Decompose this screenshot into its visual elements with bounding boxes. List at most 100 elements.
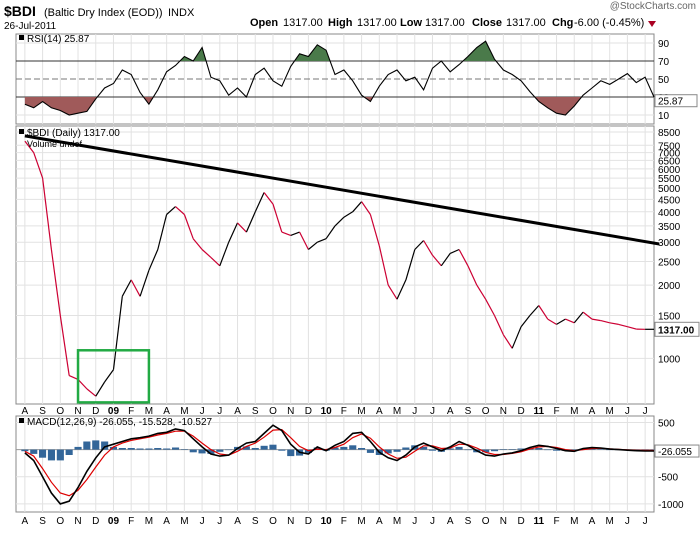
macd-histogram-bar xyxy=(119,448,126,450)
x-axis-month-label: M xyxy=(357,516,365,527)
price-y-tick: 1000 xyxy=(658,354,681,365)
macd-histogram-bar xyxy=(597,449,604,450)
price-subtitle: Volume undef xyxy=(27,139,83,149)
x-axis-month-label: O xyxy=(56,516,64,527)
x-axis-month-label: J xyxy=(643,406,648,417)
price-legend-swatch xyxy=(19,129,24,134)
x-axis-month-label: J xyxy=(430,406,435,417)
macd-histogram-bar xyxy=(429,450,436,451)
macd-histogram-bar xyxy=(57,450,64,461)
chg-value: -6.00 (-0.45%) xyxy=(574,17,644,29)
x-axis-month-label: M xyxy=(145,516,153,527)
x-axis-month-label: S xyxy=(39,516,46,527)
x-axis-month-label: J xyxy=(217,516,222,527)
x-axis-month-label: N xyxy=(287,516,294,527)
open-value: 1317.00 xyxy=(283,17,323,29)
price-y-tick: 8500 xyxy=(658,128,681,139)
macd-y-tick: -1000 xyxy=(658,500,684,511)
x-axis-month-label: D xyxy=(517,516,524,527)
price-y-tick: 3000 xyxy=(658,238,681,249)
x-axis-month-label: M xyxy=(570,516,578,527)
x-axis-month-label: F xyxy=(553,406,559,417)
price-y-tick: 2000 xyxy=(658,281,681,292)
x-axis-month-label: J xyxy=(625,516,630,527)
macd-histogram-bar xyxy=(75,447,82,450)
high-value: 1317.00 xyxy=(357,17,397,29)
x-axis-month-label: O xyxy=(482,516,490,527)
x-axis-month-label: 11 xyxy=(534,406,545,417)
x-axis-month-label: A xyxy=(589,516,596,527)
x-axis-month-label: F xyxy=(341,406,347,417)
x-axis-month-label: A xyxy=(22,406,29,417)
x-axis-month-label: D xyxy=(92,406,99,417)
macd-histogram-bar xyxy=(30,450,37,454)
symbol-exchange: INDX xyxy=(168,7,195,19)
macd-histogram-bar xyxy=(216,450,223,452)
macd-histogram-bar xyxy=(340,447,347,450)
macd-histogram-bar xyxy=(500,449,507,450)
chg-down-arrow-icon xyxy=(648,21,656,27)
open-label: Open xyxy=(250,17,278,29)
x-axis-month-label: A xyxy=(163,406,170,417)
high-label: High xyxy=(328,17,353,29)
macd-histogram-bar xyxy=(252,448,259,450)
low-label: Low xyxy=(400,17,422,29)
macd-histogram-bar xyxy=(181,449,188,450)
x-axis-month-label: D xyxy=(305,406,312,417)
macd-histogram-bar xyxy=(278,450,285,451)
price-title: $BDI (Daily) 1317.00 xyxy=(27,128,120,139)
rsi-title: RSI(14) 25.87 xyxy=(27,34,90,45)
x-axis-month-label: D xyxy=(92,516,99,527)
x-axis-month-label: N xyxy=(74,406,81,417)
macd-histogram-bar xyxy=(367,450,374,453)
macd-last-value: -26.055 xyxy=(658,447,692,458)
macd-histogram-bar xyxy=(287,450,294,457)
x-axis-month-label: J xyxy=(412,516,417,527)
price-last-value: 1317.00 xyxy=(658,325,695,336)
macd-histogram-bar xyxy=(190,450,197,453)
x-axis-month-label: A xyxy=(589,406,596,417)
macd-histogram-bar xyxy=(199,450,206,454)
x-axis-month-label: A xyxy=(22,516,29,527)
x-axis-month-label: A xyxy=(234,406,241,417)
x-axis-month-label: 10 xyxy=(321,516,333,527)
macd-title: MACD(12,26,9) -26.055, -15.528, -10.527 xyxy=(27,417,213,428)
x-axis-month-label: F xyxy=(341,516,347,527)
rsi-legend-swatch xyxy=(19,35,24,40)
price-y-tick: 3500 xyxy=(658,222,681,233)
x-axis-month-label: J xyxy=(200,406,205,417)
x-axis-month-label: O xyxy=(269,406,277,417)
rsi-y-tick: 70 xyxy=(658,57,670,68)
x-axis-month-label: M xyxy=(570,406,578,417)
macd-histogram-bar xyxy=(349,445,356,449)
macd-histogram-bar xyxy=(456,447,463,450)
x-axis-month-label: D xyxy=(517,406,524,417)
x-axis-month-label: J xyxy=(430,516,435,527)
x-axis-month-label: S xyxy=(465,406,472,417)
x-axis-month-label: S xyxy=(252,516,259,527)
macd-histogram-bar xyxy=(154,448,161,450)
x-axis-month-label: N xyxy=(74,516,81,527)
macd-legend-swatch xyxy=(19,418,24,423)
x-axis-month-label: F xyxy=(553,516,559,527)
price-frame xyxy=(16,126,654,404)
macd-histogram-bar xyxy=(544,450,551,451)
macd-histogram-bar xyxy=(92,440,99,449)
macd-histogram-bar xyxy=(225,450,232,451)
macd-histogram-bar xyxy=(21,450,28,452)
macd-histogram-bar xyxy=(145,449,152,450)
x-axis-month-label: 09 xyxy=(108,406,120,417)
price-y-tick: 2500 xyxy=(658,258,681,269)
x-axis-month-label: S xyxy=(39,406,46,417)
x-axis-month-label: A xyxy=(163,516,170,527)
x-axis-month-label: J xyxy=(217,406,222,417)
x-axis-month-label: M xyxy=(393,516,401,527)
symbol-name: (Baltic Dry Index (EOD)) xyxy=(44,7,163,19)
x-axis-month-label: N xyxy=(500,406,507,417)
low-value: 1317.00 xyxy=(425,17,465,29)
